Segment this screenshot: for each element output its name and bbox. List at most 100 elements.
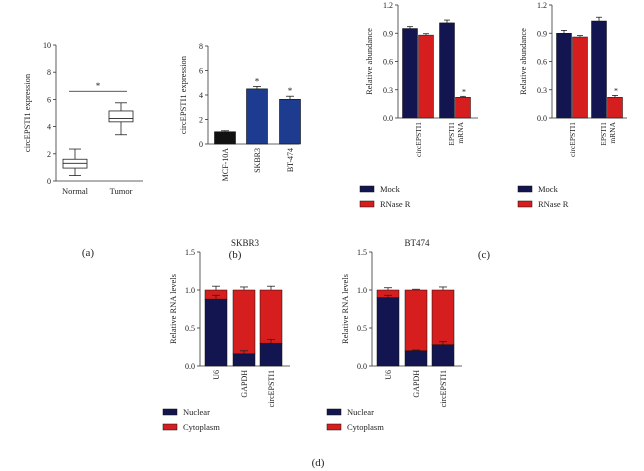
y-axis-label: circEPSTI1 expression — [22, 73, 32, 152]
x-tick-label: U6 — [384, 370, 393, 380]
y-tick-label: 0 — [199, 140, 203, 149]
y-axis-label: Relative abundance — [364, 28, 374, 95]
y-tick-label: 0.0 — [383, 114, 393, 123]
bar — [214, 131, 236, 145]
y-tick-label: 8 — [199, 42, 203, 51]
bar-nuclear — [376, 297, 400, 367]
panel-c-left: 0.0 0.3 0.6 0.9 1.2 Relative abundance circEPS… — [359, 1, 478, 209]
panel-label-b: (b) — [229, 249, 242, 261]
x-tick-label: GAPDH — [240, 370, 249, 398]
bar-nuclear — [232, 353, 256, 367]
y-axis-label: circEPSTI1 expression — [178, 55, 188, 134]
significance-star: * — [255, 76, 260, 86]
bar — [556, 33, 572, 119]
y-tick-label: 4 — [199, 91, 203, 100]
bar — [402, 28, 418, 119]
bar — [279, 98, 301, 145]
legend-label: RNase R — [380, 199, 411, 209]
panel-label-d: (d) — [312, 457, 325, 469]
bar — [572, 36, 588, 119]
legend-label: Nuclear — [183, 407, 210, 417]
y-tick-label: 6 — [199, 67, 203, 76]
y-tick-label: 8 — [47, 68, 51, 77]
x-tick-label: circEPSTI1 — [568, 122, 577, 157]
legend-label: Cytoplasm — [183, 422, 220, 432]
y-tick-label: 0.0 — [185, 362, 195, 371]
x-tick-label: MCF-10A — [221, 148, 230, 182]
y-axis-label: Relative abundance — [518, 28, 528, 95]
bar — [246, 88, 268, 145]
y-tick-label: 0.6 — [383, 58, 393, 67]
y-tick-label: 1.0 — [185, 286, 195, 295]
y-tick-label: 0.9 — [537, 29, 547, 38]
legend-label: Nuclear — [347, 407, 374, 417]
panel-b: 0 2 4 6 8 circEPSTI1 expression MCF-10A * SKBR3 *… — [178, 42, 301, 181]
y-tick-label: 2 — [47, 150, 51, 159]
y-tick-label: 0.5 — [185, 324, 195, 333]
bar-nuclear — [431, 344, 455, 367]
x-tick-label: circEPSTI1 — [267, 370, 276, 407]
chart-title: SKBR3 — [231, 238, 260, 248]
bar-cytoplasm — [404, 289, 428, 352]
x-tick-label: mRNA — [608, 121, 617, 143]
significance-star: * — [288, 86, 293, 96]
bar — [418, 34, 434, 119]
x-tick-label: EPSTI1 — [599, 122, 608, 146]
y-tick-label: 1.5 — [185, 248, 195, 257]
bar-nuclear — [204, 298, 228, 367]
bar-nuclear — [404, 350, 428, 367]
x-tick-label: Normal — [62, 186, 89, 196]
bar-cytoplasm — [232, 289, 256, 355]
bar — [607, 97, 623, 119]
legend-label: Mock — [538, 184, 559, 194]
y-tick-label: 0 — [47, 177, 51, 186]
legend-swatch — [359, 200, 375, 208]
y-tick-label: 0.5 — [357, 324, 367, 333]
y-tick-label: 1.5 — [357, 248, 367, 257]
chart-title: BT474 — [404, 238, 430, 248]
y-tick-label: 2 — [199, 116, 203, 125]
legend-swatch — [359, 185, 375, 193]
x-tick-label: EPSTI1 — [447, 122, 456, 146]
legend-swatch — [162, 423, 178, 431]
x-tick-label: mRNA — [456, 121, 465, 143]
y-axis-label: Relative RNA levels — [168, 274, 178, 344]
bar — [455, 97, 471, 119]
panel-c-right: 0.0 0.3 0.6 0.9 1.2 Relative abundance circEPS… — [517, 1, 627, 209]
x-tick-label: BT-474 — [286, 148, 295, 172]
box-iqr — [108, 110, 134, 123]
legend-swatch — [326, 408, 342, 416]
x-tick-label: Tumor — [110, 186, 133, 196]
y-tick-label: 0.6 — [537, 58, 547, 67]
panel-label-c: (c) — [478, 249, 491, 261]
y-tick-label: 4 — [47, 123, 51, 132]
legend-swatch — [326, 423, 342, 431]
panel-d-right: 0.0 0.5 1.0 1.5 Relative RNA levels BT474 U6 GA… — [326, 238, 462, 432]
x-tick-label: circEPSTI1 — [439, 370, 448, 407]
legend-label: Cytoplasm — [347, 422, 384, 432]
x-tick-label: SKBR3 — [253, 148, 262, 173]
significance-star: * — [614, 86, 618, 95]
legend-label: RNase R — [538, 199, 569, 209]
panel-label-a: (a) — [82, 247, 95, 259]
y-tick-label: 0.3 — [383, 86, 393, 95]
y-tick-label: 1.0 — [357, 286, 367, 295]
bar-cytoplasm — [259, 289, 283, 344]
bar — [591, 20, 607, 119]
significance-star: * — [96, 81, 101, 91]
y-axis-label: Relative RNA levels — [340, 274, 350, 344]
y-tick-label: 0.3 — [537, 86, 547, 95]
y-tick-label: 1.2 — [537, 1, 547, 10]
panel-a: 0 2 4 6 8 10 circEPSTI1 expression Normal Tumor * — [22, 41, 143, 196]
y-tick-label: 6 — [47, 95, 51, 104]
x-tick-label: GAPDH — [412, 370, 421, 398]
y-tick-label: 0.0 — [537, 114, 547, 123]
y-tick-label: 10 — [43, 41, 51, 50]
x-tick-label: U6 — [212, 370, 221, 380]
legend-swatch — [162, 408, 178, 416]
bar-cytoplasm — [431, 289, 455, 345]
significance-star: * — [462, 87, 466, 96]
y-tick-label: 0.9 — [383, 29, 393, 38]
legend-label: Mock — [380, 184, 401, 194]
x-tick-label: circEPSTI1 — [414, 122, 423, 157]
